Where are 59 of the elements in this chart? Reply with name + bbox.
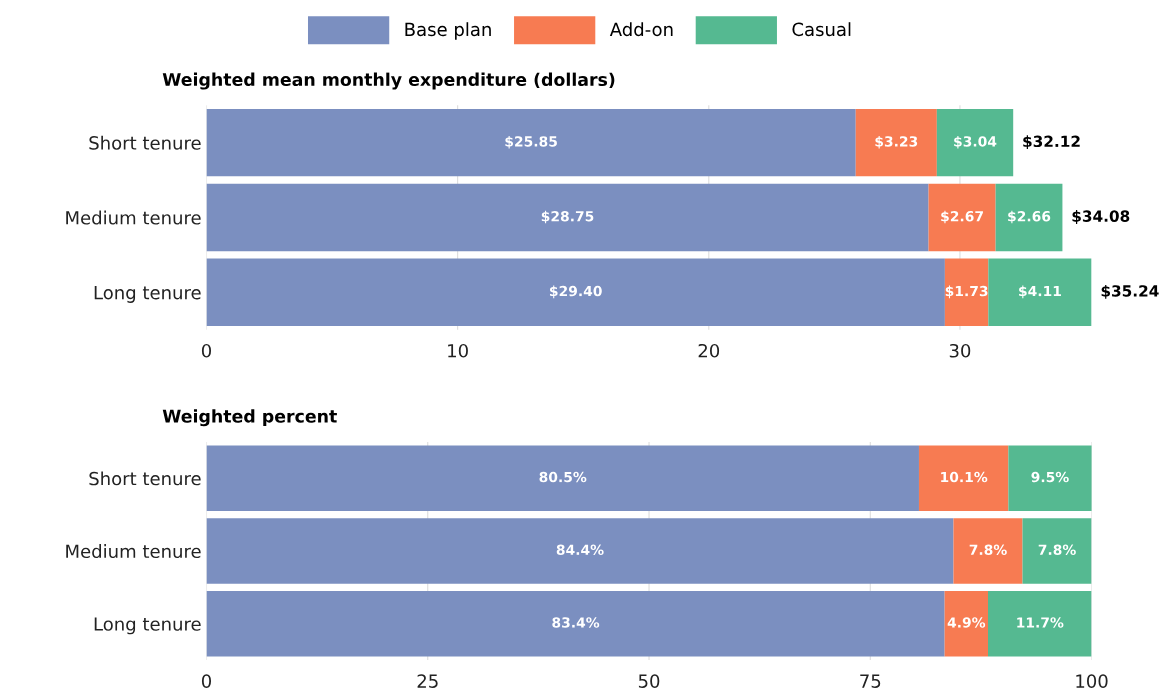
y-tick-label: Medium tenure — [66, 544, 201, 559]
data-label: $25.85 — [505, 135, 557, 149]
bar — [1022, 518, 1092, 584]
bar — [995, 183, 1063, 252]
bar — [936, 108, 1014, 177]
data-label: $2.66 — [1008, 210, 1051, 224]
bar — [988, 590, 1092, 657]
chart-title: Weighted percent — [162, 409, 337, 427]
total-label: $35.24 — [1101, 284, 1159, 299]
data-label: $3.23 — [875, 135, 918, 149]
legend-label: Casual — [792, 22, 851, 37]
data-label: $1.73 — [945, 285, 988, 299]
x-tick-label: 0 — [201, 343, 212, 358]
data-label: 7.8% — [1038, 544, 1076, 556]
data-label: 10.1% — [941, 471, 988, 483]
y-tick-label: Short tenure — [89, 471, 201, 486]
bar — [1008, 445, 1092, 511]
bar — [928, 183, 996, 252]
legend-label: Base plan — [405, 22, 491, 40]
data-label: $28.75 — [541, 210, 594, 224]
x-tick-label: 30 — [949, 343, 971, 358]
bar — [206, 445, 919, 511]
bar — [206, 590, 945, 657]
data-label: $29.40 — [549, 285, 602, 299]
x-tick-label: 75 — [860, 674, 881, 688]
bar — [988, 258, 1092, 326]
bar — [944, 590, 989, 657]
data-label: 7.8% — [969, 544, 1007, 556]
x-tick-label: 20 — [698, 343, 720, 358]
y-tick-label: Short tenure — [89, 135, 201, 150]
data-label: 84.4% — [556, 544, 604, 556]
x-tick-label: 10 — [448, 343, 468, 358]
data-label: $2.67 — [941, 210, 983, 224]
data-label: 83.4% — [552, 617, 600, 628]
x-tick-label: 25 — [417, 674, 438, 688]
bar — [206, 108, 856, 177]
data-label: $4.11 — [1019, 285, 1061, 299]
y-tick-label: Medium tenure — [66, 210, 201, 225]
x-tick-label: 100 — [1076, 674, 1108, 688]
total-label: $32.12 — [1023, 135, 1080, 150]
total-label: $34.08 — [1072, 210, 1130, 224]
bar — [855, 108, 937, 177]
data-label: 11.7% — [1017, 617, 1064, 628]
bar — [206, 258, 945, 326]
data-label: 80.5% — [539, 471, 587, 483]
data-label: 4.9% — [947, 617, 986, 628]
data-label: $3.04 — [954, 135, 997, 149]
data-label: 9.5% — [1031, 471, 1069, 483]
bar — [953, 518, 1023, 584]
chart-title: Weighted mean monthly expenditure (dollars) — [162, 72, 615, 90]
x-tick-label: 0 — [201, 674, 212, 688]
bar — [944, 258, 989, 326]
bar — [206, 518, 954, 584]
x-tick-label: 50 — [638, 674, 660, 688]
bar — [918, 445, 1009, 511]
legend-label: Add-on — [609, 22, 673, 37]
y-tick-label: Long tenure — [94, 285, 201, 303]
bar — [206, 183, 929, 252]
y-tick-label: Long tenure — [94, 617, 201, 635]
